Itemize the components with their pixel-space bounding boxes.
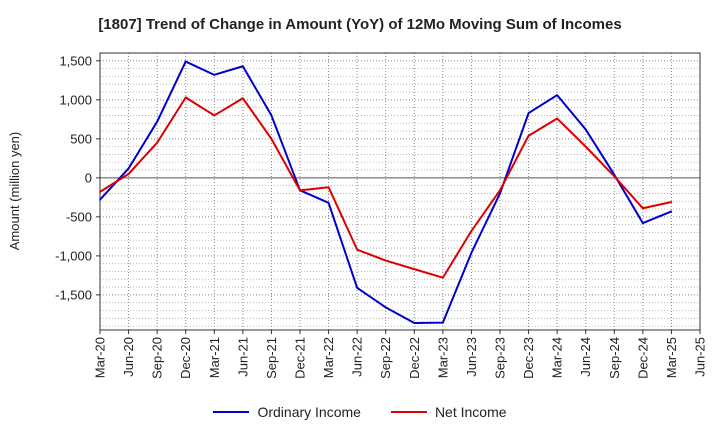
x-tick-label: Sep-20 [150, 337, 165, 379]
legend-swatch-net-income [390, 411, 427, 413]
data-point [356, 287, 358, 289]
x-tick-label: Sep-24 [607, 337, 622, 379]
x-tick-label: Jun-22 [350, 337, 365, 377]
series-lines [99, 60, 673, 324]
data-point [184, 96, 187, 99]
data-point [527, 112, 530, 114]
legend-item-net-income: Net Income [390, 404, 507, 420]
data-point [470, 251, 473, 254]
data-point [442, 276, 444, 279]
data-point [384, 259, 387, 262]
data-point [213, 114, 216, 117]
y-tick-label: -500 [66, 209, 92, 224]
x-tick-label: Dec-22 [407, 337, 422, 379]
data-point [442, 321, 444, 324]
legend-label-ordinary-income: Ordinary Income [257, 404, 361, 420]
data-point [242, 97, 244, 100]
x-tick-label: Mar-24 [550, 337, 565, 378]
data-point [184, 60, 187, 63]
data-point [99, 198, 101, 201]
x-tick-label: Dec-23 [521, 337, 536, 379]
y-tick-label: -1,000 [55, 248, 92, 263]
data-point [670, 210, 673, 213]
data-point [499, 189, 501, 192]
grid [99, 52, 701, 330]
legend-swatch-ordinary-income [213, 411, 250, 413]
data-point [99, 191, 101, 193]
data-point [327, 186, 330, 189]
legend-item-ordinary-income: Ordinary Income [213, 404, 361, 420]
data-point [613, 175, 616, 178]
x-tick-label: Mar-21 [207, 337, 222, 378]
data-point [584, 128, 587, 131]
series-line-ordinary-income [99, 60, 672, 324]
data-point [327, 202, 330, 204]
x-tick-label: Jun-20 [121, 337, 136, 377]
x-tick-label: Dec-24 [635, 337, 650, 379]
x-tick-label: Jun-24 [578, 337, 593, 377]
data-point [642, 207, 644, 210]
y-axis-label: Amount (million yen) [7, 132, 22, 251]
y-tick-label: 0 [85, 170, 92, 185]
data-point [384, 306, 387, 309]
data-point [270, 138, 273, 140]
legend: Ordinary Income Net Income [0, 404, 720, 420]
data-point [156, 120, 158, 123]
data-point [670, 201, 673, 203]
x-tick-label: Dec-20 [178, 337, 193, 379]
legend-label-net-income: Net Income [434, 404, 507, 420]
data-point [299, 189, 301, 192]
x-tick-label: Sep-23 [493, 337, 508, 379]
plot-frame [99, 52, 701, 331]
data-point [556, 94, 558, 96]
y-tick-label: -1,500 [55, 287, 92, 302]
data-point [642, 222, 644, 224]
data-point [527, 134, 530, 137]
x-tick-label: Jun-23 [464, 337, 479, 377]
chart-title: [1807] Trend of Change in Amount (YoY) o… [98, 16, 622, 33]
data-point [213, 74, 216, 76]
x-tick-label: Dec-21 [293, 337, 308, 379]
axes: 1,500 1,000 500 0 -500 -1,000 -1,500 Mar-20 Jun-… [55, 52, 708, 379]
series-line-net-income [99, 96, 672, 279]
data-point [127, 173, 130, 175]
data-point [413, 268, 416, 270]
data-point [556, 117, 558, 120]
x-tick-label: Mar-22 [321, 337, 336, 378]
data-point [356, 248, 358, 251]
x-tick-label: Sep-22 [378, 337, 393, 379]
data-point [127, 167, 130, 170]
x-tick-label: Mar-23 [435, 337, 450, 378]
data-point [413, 322, 416, 324]
y-tick-label: 1,500 [59, 53, 92, 68]
y-tick-label: 500 [70, 131, 92, 146]
data-point [156, 141, 158, 144]
x-tick-label: Jun-21 [235, 337, 250, 377]
x-tick-label: Mar-20 [93, 337, 108, 378]
x-tick-label: Sep-21 [264, 337, 279, 379]
data-point [470, 230, 473, 232]
data-point [242, 65, 244, 68]
data-point [270, 114, 273, 117]
x-tick-label: Jun-25 [693, 337, 708, 377]
data-point [584, 145, 587, 148]
data-point [499, 192, 501, 195]
y-tick-label: 1,000 [59, 92, 92, 107]
x-tick-label: Mar-25 [664, 337, 679, 378]
